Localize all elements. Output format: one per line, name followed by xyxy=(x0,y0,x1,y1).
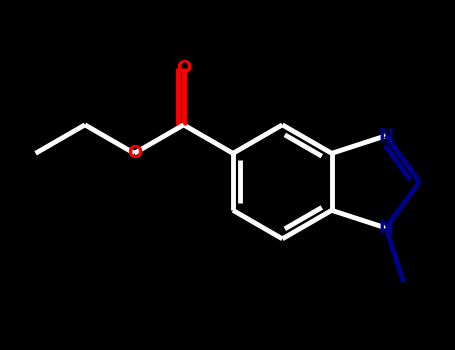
Text: O: O xyxy=(126,144,142,162)
Text: N: N xyxy=(379,127,394,145)
Text: O: O xyxy=(176,59,191,77)
Text: N: N xyxy=(379,219,394,237)
